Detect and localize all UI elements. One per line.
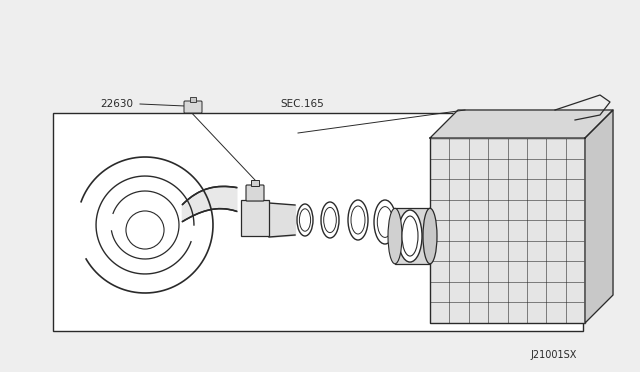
Bar	[53, 113, 583, 331]
Circle shape	[126, 211, 164, 249]
Bar	[395, 208, 430, 264]
Polygon shape	[430, 110, 613, 138]
Ellipse shape	[348, 200, 368, 240]
Text: 22630: 22630	[100, 99, 133, 109]
FancyBboxPatch shape	[246, 185, 264, 201]
FancyBboxPatch shape	[184, 101, 202, 113]
Ellipse shape	[402, 216, 418, 256]
Bar	[241, 200, 269, 236]
Ellipse shape	[388, 208, 402, 264]
Ellipse shape	[378, 206, 393, 237]
Bar	[190, 97, 196, 102]
Ellipse shape	[398, 210, 422, 262]
Ellipse shape	[297, 204, 313, 236]
Bar	[251, 180, 259, 186]
Ellipse shape	[324, 208, 336, 232]
Text: SEC.165: SEC.165	[280, 99, 324, 109]
Ellipse shape	[300, 209, 310, 231]
Ellipse shape	[321, 202, 339, 238]
Text: J21001SX: J21001SX	[530, 350, 577, 360]
Ellipse shape	[351, 206, 365, 234]
Polygon shape	[182, 186, 237, 222]
Polygon shape	[585, 110, 613, 323]
Bar	[430, 138, 585, 323]
Ellipse shape	[374, 200, 396, 244]
Ellipse shape	[423, 208, 437, 264]
